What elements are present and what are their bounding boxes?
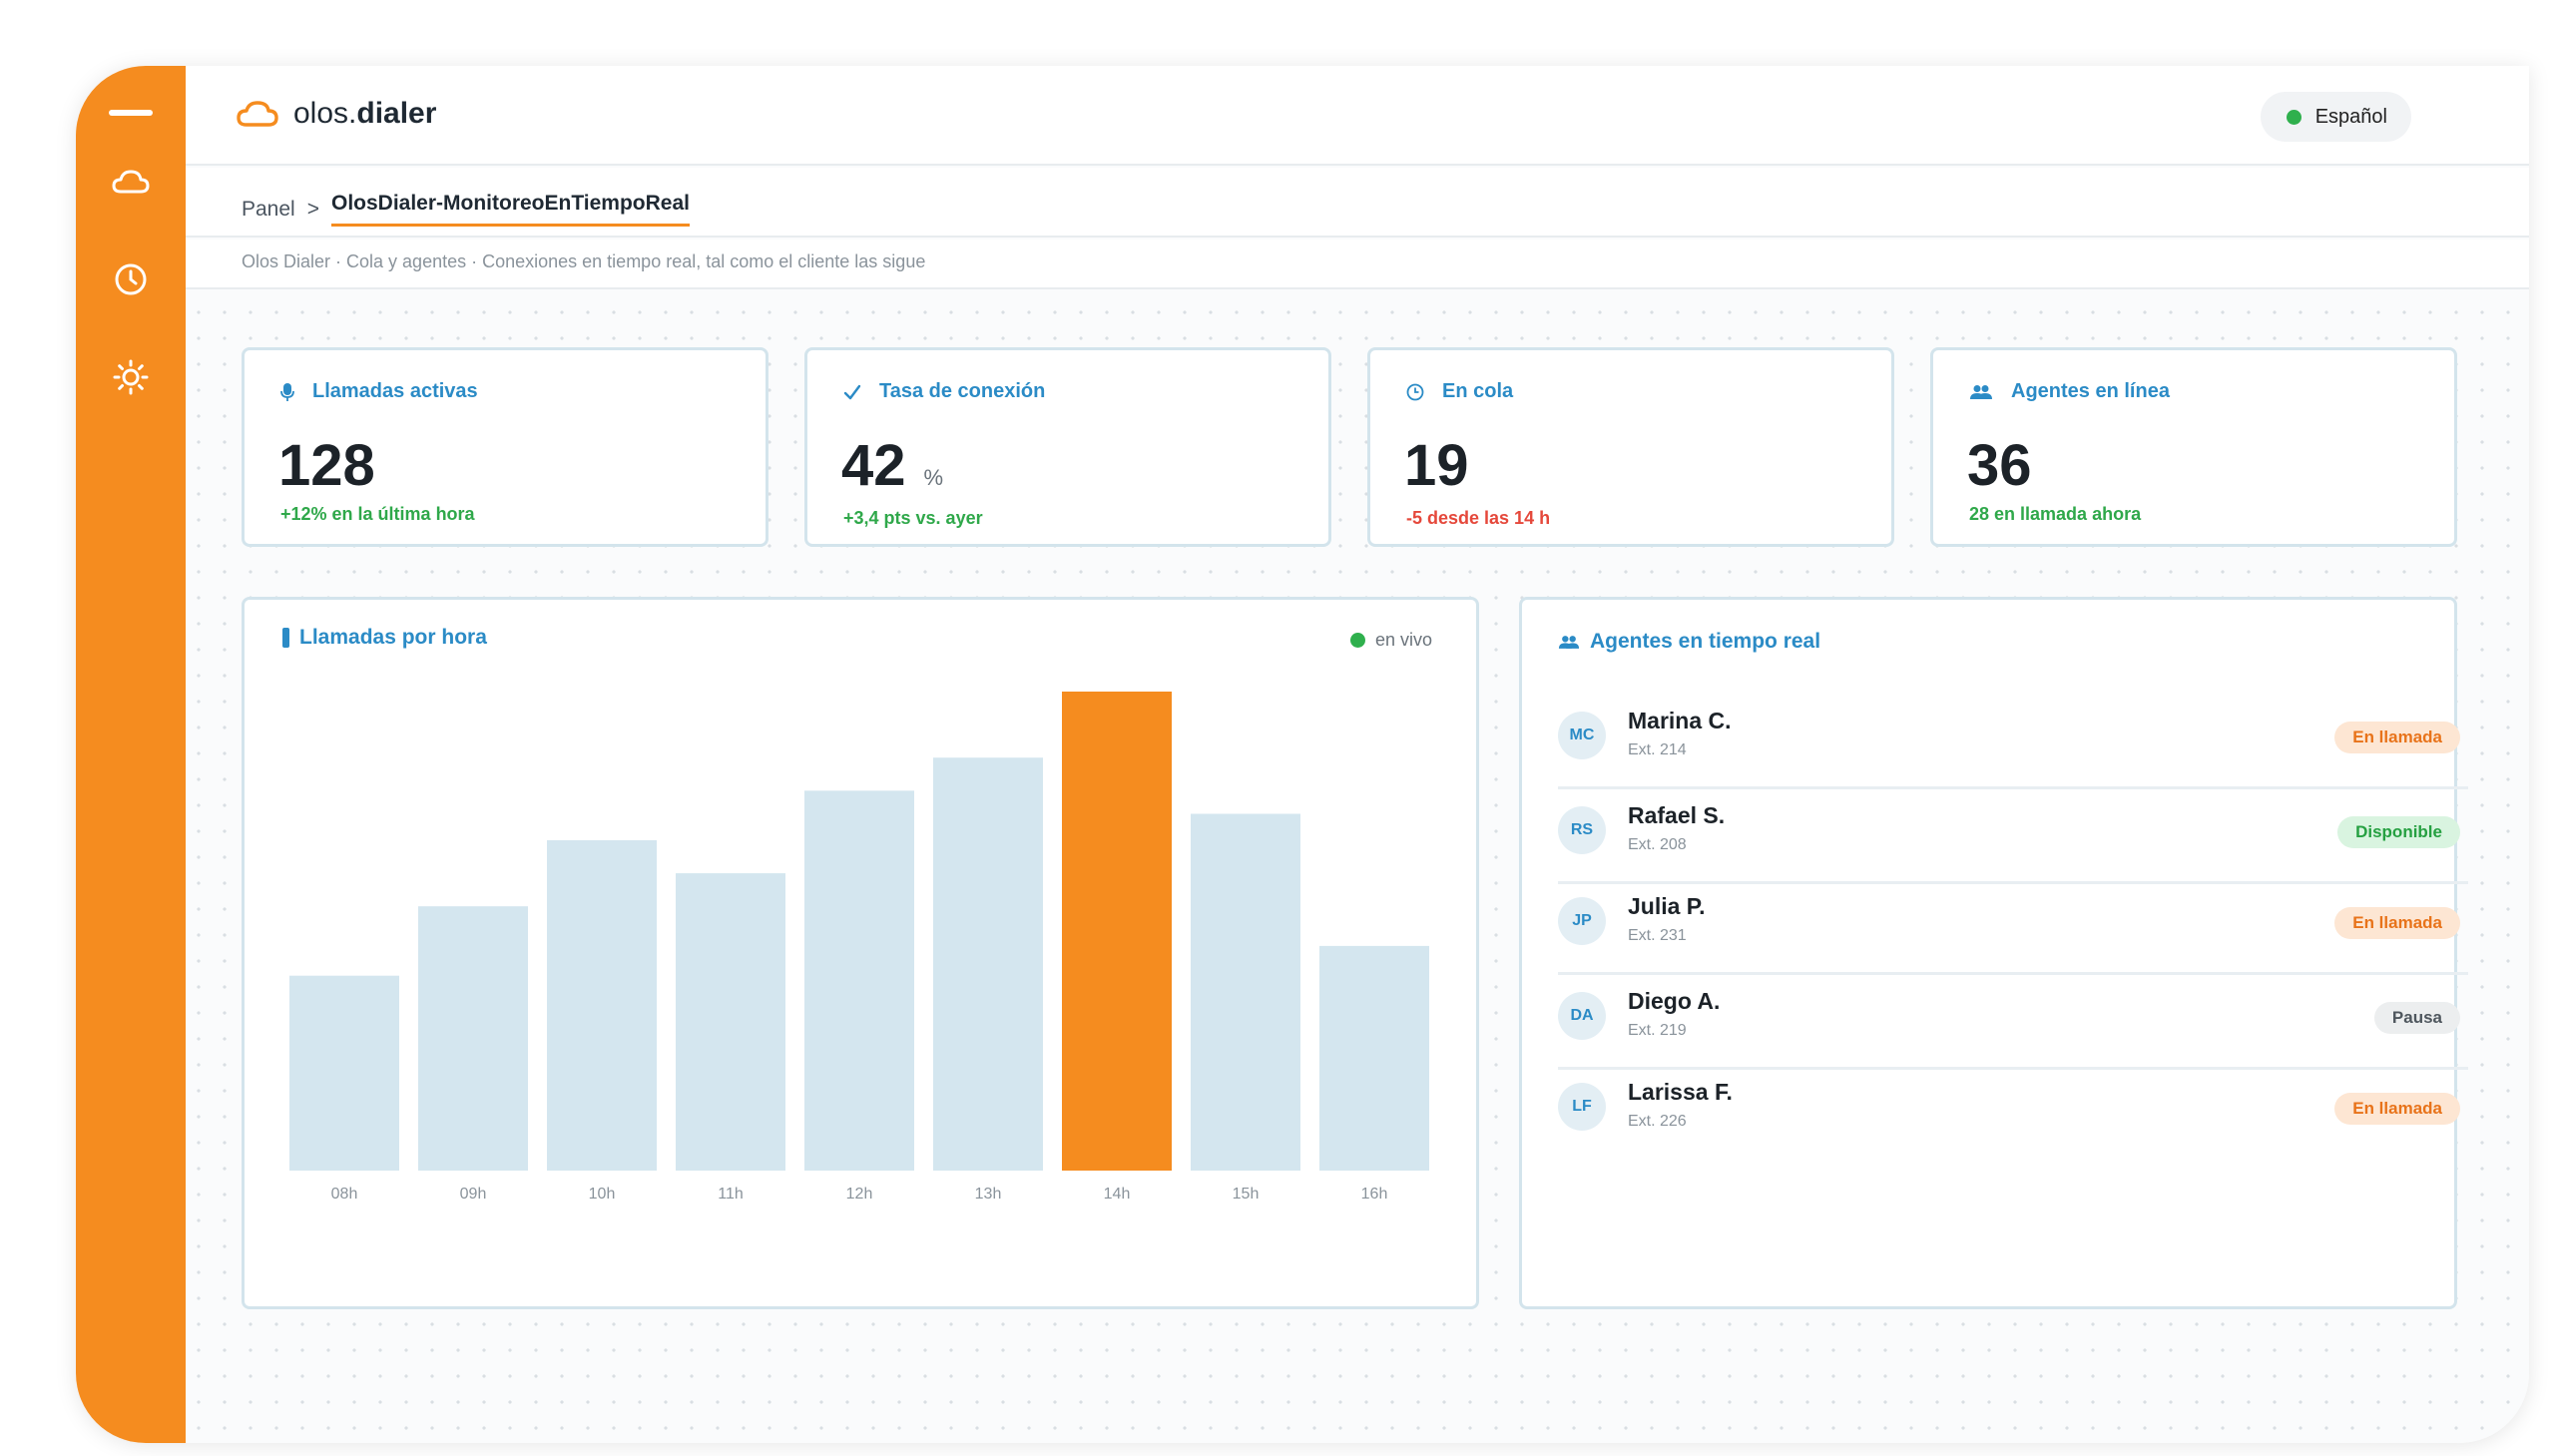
x-tick-label: 15h xyxy=(1233,1186,1260,1203)
microphone-icon xyxy=(280,382,294,401)
live-indicator: en vivo xyxy=(1349,630,1432,651)
x-tick-label: 08h xyxy=(331,1186,358,1203)
bar-chart: 08h 09h 10h 11h 12h 13h 14h 15h 16h xyxy=(289,692,1429,1203)
breadcrumb: Panel > OlosDialer-MonitoreoEnTiempoReal xyxy=(242,192,690,227)
check-icon xyxy=(843,384,861,399)
kpi-value: 42 xyxy=(841,433,906,498)
chart-bar-09h[interactable] xyxy=(418,906,528,1171)
avatar: DA xyxy=(1558,992,1606,1040)
kpi-value: 19 xyxy=(1404,433,1469,498)
status-badge: En llamada xyxy=(2334,1093,2460,1125)
app-window: olos.dialer Español Panel > OlosDialer-M… xyxy=(76,66,2529,1443)
agent-row[interactable]: DA Diego A. Ext. 219 Pausa xyxy=(1558,978,2468,1070)
kpi-unit: % xyxy=(923,465,944,490)
chart-bar-11h[interactable] xyxy=(676,873,785,1171)
cloud-icon[interactable] xyxy=(111,162,151,202)
x-tick-label: 13h xyxy=(975,1186,1002,1203)
chart-bar-10h[interactable] xyxy=(547,839,657,1171)
bar-chart-icon xyxy=(282,628,289,648)
agent-row[interactable]: RS Rafael S. Ext. 208 Disponible xyxy=(1558,792,2468,884)
users-icon xyxy=(1970,384,1992,399)
clock-icon[interactable] xyxy=(111,259,151,299)
avatar: JP xyxy=(1558,897,1606,945)
chart-bar-08h[interactable] xyxy=(289,975,399,1171)
kpi-value: 36 xyxy=(1967,433,2032,498)
agent-row[interactable]: MC Marina C. Ext. 214 En llamada xyxy=(1558,698,2468,789)
agent-extension: Ext. 208 xyxy=(1628,836,1687,853)
status-badge: En llamada xyxy=(2334,722,2460,753)
x-tick-label: 14h xyxy=(1104,1186,1131,1203)
avatar: LF xyxy=(1558,1083,1606,1131)
agent-name: Julia P. xyxy=(1628,893,1706,919)
breadcrumb-bar: Panel > OlosDialer-MonitoreoEnTiempoReal xyxy=(186,168,2529,238)
x-tick-label: 11h xyxy=(718,1186,744,1203)
agent-name: Diego A. xyxy=(1628,988,1721,1014)
chart-bar-13h[interactable] xyxy=(933,757,1043,1171)
live-dot-icon xyxy=(1349,633,1365,648)
brand-prefix: olos. xyxy=(293,97,357,130)
brand-suffix: dialer xyxy=(356,97,437,130)
kpi-label: Tasa de conexión xyxy=(879,380,1046,402)
avatar: MC xyxy=(1558,712,1606,759)
kpi-label: Agentes en línea xyxy=(2011,380,2170,402)
chart-bar-15h[interactable] xyxy=(1191,813,1300,1171)
agents-title: Agentes en tiempo real xyxy=(1590,630,1821,653)
kpi-delta: -5 desde las 14 h xyxy=(1406,508,1551,528)
status-badge: En llamada xyxy=(2334,907,2460,939)
agent-name: Marina C. xyxy=(1628,708,1732,733)
kpi-delta: 28 en llamada ahora xyxy=(1969,504,2142,524)
agent-row[interactable]: LF Larissa F. Ext. 226 En llamada xyxy=(1558,1069,2468,1161)
sidebar xyxy=(76,66,186,1443)
agent-name: Rafael S. xyxy=(1628,802,1726,828)
kpi-card-active-calls: Llamadas activas 128 +12% en la última h… xyxy=(242,347,768,547)
sidebar-toggle[interactable] xyxy=(109,110,153,116)
kpi-card-online-agents: Agentes en línea 36 28 en llamada ahora xyxy=(1930,347,2457,547)
agent-extension: Ext. 214 xyxy=(1628,741,1687,758)
chart-bar-14h[interactable] xyxy=(1062,692,1172,1171)
x-tick-label: 12h xyxy=(846,1186,873,1203)
page-subtitle: Olos Dialer · Cola y agentes · Conexione… xyxy=(242,251,926,271)
breadcrumb-separator: > xyxy=(306,197,319,221)
kpi-card-connection-rate: Tasa de conexión 42 % +3,4 pts vs. ayer xyxy=(804,347,1331,547)
main-content: olos.dialer Español Panel > OlosDialer-M… xyxy=(186,66,2529,1443)
users-icon xyxy=(1558,635,1580,649)
agents-panel: Agentes en tiempo real MC Marina C. Ext.… xyxy=(1519,597,2468,1309)
kpi-delta: +12% en la última hora xyxy=(280,504,475,524)
agent-name: Larissa F. xyxy=(1628,1079,1733,1105)
kpi-card-queue: En cola 19 -5 desde las 14 h xyxy=(1367,347,1894,547)
kpi-label: En cola xyxy=(1442,380,1514,402)
x-tick-label: 10h xyxy=(589,1186,616,1203)
x-tick-label: 16h xyxy=(1361,1186,1388,1203)
chart-bar-16h[interactable] xyxy=(1319,945,1429,1171)
brand-logo[interactable]: olos.dialer xyxy=(236,94,436,134)
status-badge: Disponible xyxy=(2337,816,2460,848)
x-tick-label: 09h xyxy=(460,1186,487,1203)
language-selector[interactable]: Español xyxy=(2260,92,2411,142)
language-label: Español xyxy=(2314,105,2387,128)
top-bar: olos.dialer Español xyxy=(186,66,2529,166)
breadcrumb-root[interactable]: Panel xyxy=(242,197,295,221)
breadcrumb-current[interactable]: OlosDialer-MonitoreoEnTiempoReal xyxy=(330,192,690,227)
agent-extension: Ext. 231 xyxy=(1628,927,1687,944)
cloud-logo-icon xyxy=(237,101,278,127)
status-dot xyxy=(2286,109,2301,125)
avatar: RS xyxy=(1558,806,1606,854)
chart-bar-12h[interactable] xyxy=(804,790,914,1171)
agent-row[interactable]: JP Julia P. Ext. 231 En llamada xyxy=(1558,883,2468,975)
kpi-value: 128 xyxy=(278,433,375,498)
clock-icon xyxy=(1406,383,1424,400)
sun-icon[interactable] xyxy=(111,357,151,397)
subtitle-bar: Olos Dialer · Cola y agentes · Conexione… xyxy=(186,240,2529,289)
kpi-label: Llamadas activas xyxy=(312,380,478,402)
agent-extension: Ext. 219 xyxy=(1628,1022,1687,1039)
status-badge: Pausa xyxy=(2373,1002,2460,1034)
live-label: en vivo xyxy=(1374,630,1432,650)
chart-title: Llamadas por hora xyxy=(299,626,487,649)
calls-per-hour-panel: Llamadas por hora en vivo 08h 09h 10h 11h 12… xyxy=(242,597,1479,1309)
agent-extension: Ext. 226 xyxy=(1628,1113,1687,1130)
kpi-delta: +3,4 pts vs. ayer xyxy=(843,508,983,528)
